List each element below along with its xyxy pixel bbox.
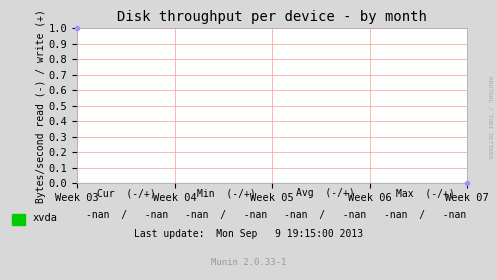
Text: Avg  (-/+): Avg (-/+)	[296, 188, 355, 198]
Text: -nan  /   -nan: -nan / -nan	[384, 210, 466, 220]
Text: -nan  /   -nan: -nan / -nan	[185, 210, 267, 220]
Text: -nan  /   -nan: -nan / -nan	[85, 210, 168, 220]
Text: Last update:  Mon Sep   9 19:15:00 2013: Last update: Mon Sep 9 19:15:00 2013	[134, 228, 363, 239]
Text: -nan  /   -nan: -nan / -nan	[284, 210, 367, 220]
Text: xvda: xvda	[32, 213, 57, 223]
Text: Cur  (-/+): Cur (-/+)	[97, 188, 156, 198]
Title: Disk throughput per device - by month: Disk throughput per device - by month	[117, 10, 427, 24]
Text: RRDTOOL / TOBI OETIKER: RRDTOOL / TOBI OETIKER	[487, 76, 492, 159]
Y-axis label: Bytes/second read (-) / write (+): Bytes/second read (-) / write (+)	[36, 9, 46, 203]
Text: Min  (-/+): Min (-/+)	[197, 188, 255, 198]
Text: Munin 2.0.33-1: Munin 2.0.33-1	[211, 258, 286, 267]
Text: Max  (-/+): Max (-/+)	[396, 188, 454, 198]
